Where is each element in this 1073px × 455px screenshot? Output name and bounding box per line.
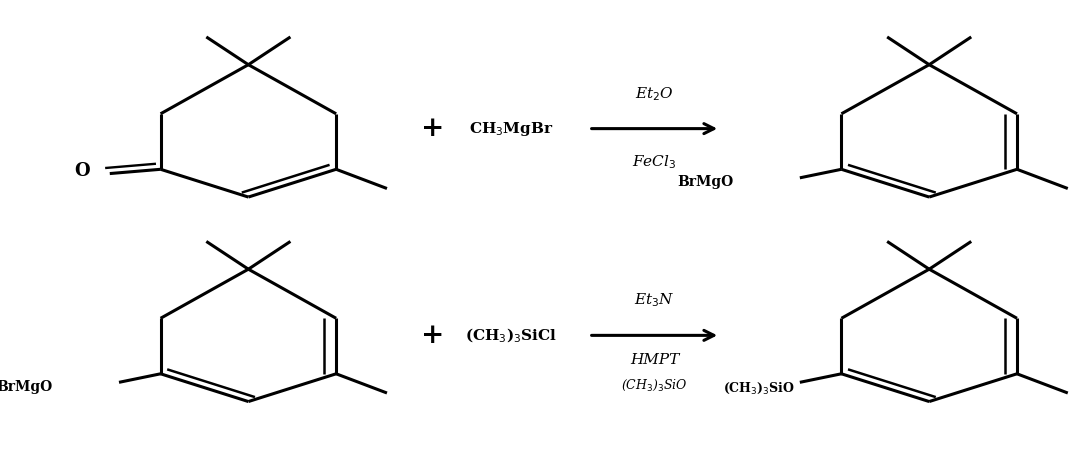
Text: HMPT: HMPT (630, 354, 679, 367)
Text: (CH$_3$)$_3$SiO: (CH$_3$)$_3$SiO (723, 381, 795, 396)
Text: +: + (422, 115, 445, 142)
Text: BrMgO: BrMgO (677, 175, 733, 189)
Text: (CH$_3$)$_3$SiO: (CH$_3$)$_3$SiO (621, 378, 688, 393)
Text: (CH$_3$)$_3$SiCl: (CH$_3$)$_3$SiCl (465, 326, 557, 344)
Text: Et$_3$N: Et$_3$N (634, 292, 675, 309)
Text: CH$_3$MgBr: CH$_3$MgBr (469, 120, 554, 137)
Text: +: + (422, 322, 445, 349)
Text: Et$_2$O: Et$_2$O (635, 85, 674, 102)
Text: BrMgO: BrMgO (0, 379, 53, 394)
Text: FeCl$_3$: FeCl$_3$ (632, 153, 677, 171)
Text: O: O (74, 162, 90, 181)
